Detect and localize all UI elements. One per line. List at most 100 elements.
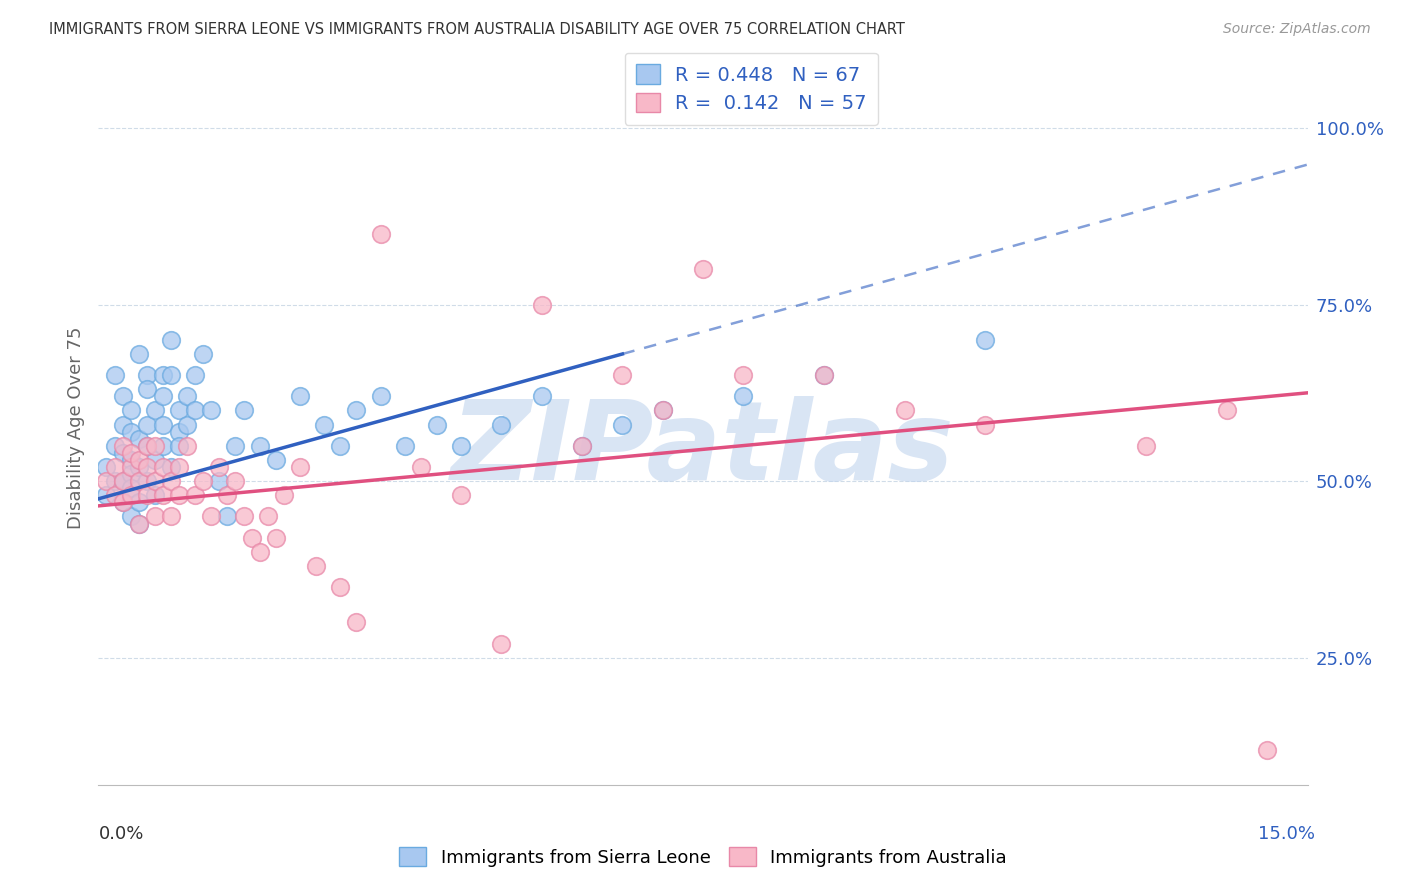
Point bbox=[184, 488, 207, 502]
Point bbox=[143, 509, 166, 524]
Point bbox=[571, 439, 593, 453]
Point bbox=[692, 262, 714, 277]
Point bbox=[128, 460, 150, 475]
Point bbox=[1256, 742, 1278, 756]
Text: Source: ZipAtlas.com: Source: ZipAtlas.com bbox=[1223, 22, 1371, 37]
Text: IMMIGRANTS FROM SIERRA LEONE VS IMMIGRANTS FROM AUSTRALIA DISABILITY AGE OVER 75: IMMIGRANTS FROM SIERRA LEONE VS IMMIGRAN… bbox=[49, 22, 905, 37]
Point bbox=[103, 488, 125, 502]
Point bbox=[1216, 403, 1239, 417]
Point bbox=[120, 425, 142, 439]
Point bbox=[491, 417, 513, 432]
Point bbox=[249, 545, 271, 559]
Point bbox=[167, 460, 190, 475]
Point bbox=[249, 439, 271, 453]
Point bbox=[305, 558, 328, 573]
Point bbox=[612, 417, 634, 432]
Point bbox=[256, 509, 278, 524]
Point bbox=[111, 495, 134, 509]
Point bbox=[120, 403, 142, 417]
Point bbox=[120, 488, 142, 502]
Point bbox=[152, 488, 174, 502]
Point bbox=[314, 417, 336, 432]
Text: ZIPatlas: ZIPatlas bbox=[451, 396, 955, 503]
Point bbox=[264, 453, 287, 467]
Point bbox=[344, 615, 367, 630]
Point bbox=[224, 474, 246, 488]
Point bbox=[103, 460, 125, 475]
Point bbox=[143, 474, 166, 488]
Point bbox=[329, 439, 352, 453]
Point bbox=[111, 474, 134, 488]
Point bbox=[152, 439, 174, 453]
Point bbox=[450, 439, 472, 453]
Point bbox=[167, 488, 190, 502]
Point bbox=[128, 474, 150, 488]
Point bbox=[200, 403, 222, 417]
Point bbox=[394, 439, 416, 453]
Point bbox=[120, 481, 142, 495]
Point bbox=[264, 531, 287, 545]
Point bbox=[288, 460, 311, 475]
Point bbox=[974, 417, 997, 432]
Point bbox=[176, 439, 198, 453]
Point bbox=[208, 460, 231, 475]
Point bbox=[167, 425, 190, 439]
Point bbox=[733, 368, 755, 383]
Point bbox=[426, 417, 449, 432]
Point bbox=[612, 368, 634, 383]
Point bbox=[813, 368, 835, 383]
Point bbox=[176, 389, 198, 403]
Point bbox=[288, 389, 311, 403]
Point bbox=[135, 460, 157, 475]
Point bbox=[120, 509, 142, 524]
Point bbox=[893, 403, 915, 417]
Point bbox=[96, 460, 118, 475]
Point bbox=[111, 446, 134, 460]
Point bbox=[160, 460, 183, 475]
Point bbox=[103, 439, 125, 453]
Point bbox=[103, 368, 125, 383]
Point bbox=[491, 637, 513, 651]
Point bbox=[1135, 439, 1157, 453]
Point bbox=[152, 417, 174, 432]
Point bbox=[111, 417, 134, 432]
Y-axis label: Disability Age Over 75: Disability Age Over 75 bbox=[66, 326, 84, 530]
Point bbox=[128, 432, 150, 446]
Point bbox=[167, 439, 190, 453]
Point bbox=[120, 460, 142, 475]
Point bbox=[128, 453, 150, 467]
Point bbox=[217, 509, 239, 524]
Point bbox=[184, 403, 207, 417]
Point bbox=[111, 474, 134, 488]
Point bbox=[143, 439, 166, 453]
Point bbox=[143, 453, 166, 467]
Point bbox=[232, 403, 254, 417]
Point bbox=[135, 417, 157, 432]
Point bbox=[135, 368, 157, 383]
Point bbox=[200, 509, 222, 524]
Point bbox=[813, 368, 835, 383]
Point bbox=[571, 439, 593, 453]
Point bbox=[128, 347, 150, 361]
Point bbox=[160, 333, 183, 347]
Point bbox=[974, 333, 997, 347]
Point bbox=[651, 403, 673, 417]
Point bbox=[193, 347, 215, 361]
Point bbox=[96, 474, 118, 488]
Legend: R = 0.448   N = 67, R =  0.142   N = 57: R = 0.448 N = 67, R = 0.142 N = 57 bbox=[624, 53, 879, 125]
Point bbox=[160, 474, 183, 488]
Point bbox=[135, 439, 157, 453]
Point bbox=[120, 453, 142, 467]
Point bbox=[143, 488, 166, 502]
Point bbox=[224, 439, 246, 453]
Point bbox=[135, 488, 157, 502]
Point bbox=[96, 488, 118, 502]
Point bbox=[240, 531, 263, 545]
Point bbox=[128, 516, 150, 531]
Point bbox=[135, 382, 157, 396]
Point bbox=[176, 417, 198, 432]
Point bbox=[184, 368, 207, 383]
Point bbox=[120, 446, 142, 460]
Point bbox=[450, 488, 472, 502]
Point bbox=[344, 403, 367, 417]
